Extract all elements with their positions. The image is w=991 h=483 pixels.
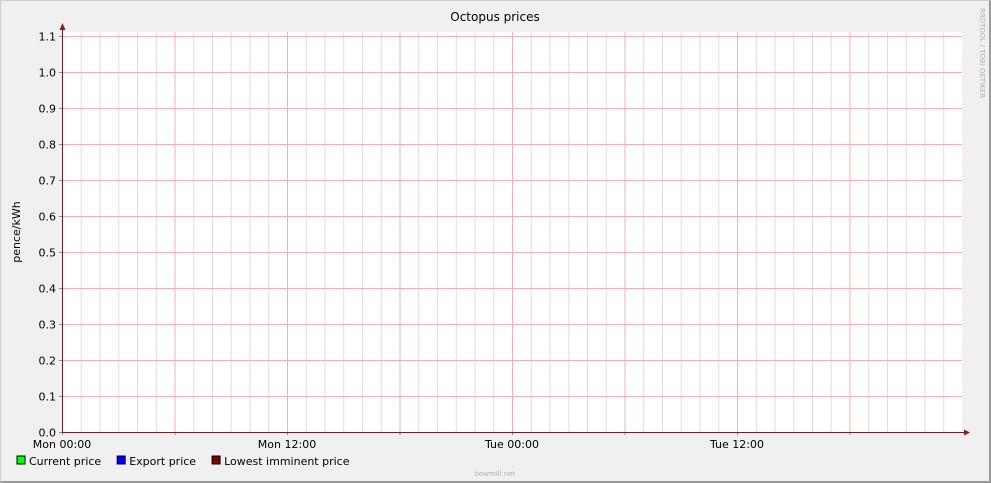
footer-text: bowmill.net	[475, 470, 516, 478]
y-tick-label: 0.5	[39, 247, 57, 260]
x-tick-label: Mon 00:00	[33, 438, 91, 451]
y-tick-label: 1.1	[39, 31, 57, 44]
x-tick-label: Tue 12:00	[709, 438, 764, 451]
y-tick-label: 0.2	[39, 355, 57, 368]
y-tick-label: 0.9	[39, 103, 57, 116]
x-tick-label: Mon 12:00	[258, 438, 316, 451]
x-tick-label: Tue 00:00	[484, 438, 539, 451]
legend-swatch	[116, 455, 126, 465]
y-tick-label: 0.7	[39, 175, 57, 188]
y-tick-label: 0.3	[39, 319, 57, 332]
legend-label: Export price	[129, 455, 196, 468]
y-tick-label: 1.0	[39, 67, 57, 80]
y-tick-label: 0.8	[39, 139, 57, 152]
legend-swatch	[211, 455, 221, 465]
y-tick-label: 0.0	[39, 427, 57, 440]
y-axis-arrow	[59, 23, 66, 30]
legend-label: Lowest imminent price	[224, 455, 350, 468]
y-tick-label: 0.6	[39, 211, 57, 224]
x-axis-arrow	[964, 429, 970, 436]
legend-swatch	[16, 455, 26, 465]
legend-label: Current price	[29, 455, 101, 468]
y-axis-label: pence/kWh	[10, 201, 23, 262]
y-tick-label: 0.1	[39, 391, 57, 404]
watermark: RRDTOOL / TOBI OETIKER	[978, 8, 986, 98]
y-tick-label: 0.4	[39, 283, 57, 296]
chart-title: Octopus prices	[450, 10, 540, 24]
